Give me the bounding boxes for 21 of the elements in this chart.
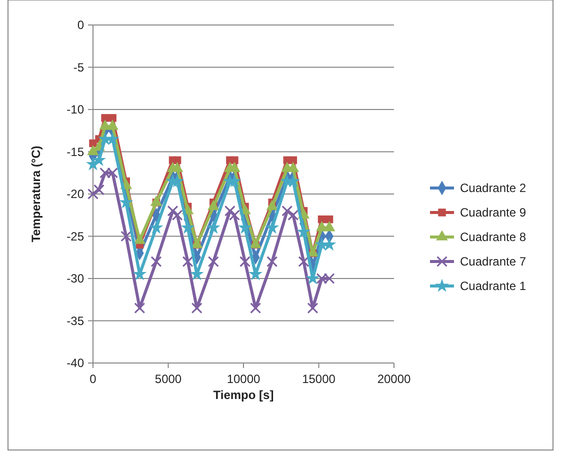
legend-label: Cuadrante 9	[460, 206, 526, 220]
y-tick-label: -40	[66, 356, 84, 370]
y-tick-label: -10	[66, 102, 84, 117]
y-tick-label: -30	[66, 272, 84, 286]
x-tick-label: 10000	[226, 372, 261, 386]
x-tick-label: 5000	[154, 372, 182, 386]
y-tick-label: -35	[66, 314, 84, 328]
legend-label: Cuadrante 7	[460, 254, 526, 269]
y-tick-label: -20	[66, 187, 84, 202]
y-axis-title: Temperatura (°C)	[29, 146, 43, 242]
y-tick-label: -5	[73, 60, 84, 74]
legend-label: Cuadrante 2	[460, 181, 526, 196]
legend-label: Cuadrante 1	[460, 279, 526, 294]
y-tick-label: -15	[66, 144, 84, 159]
x-tick-label: 15000	[302, 372, 336, 386]
y-tick-label: 0	[77, 18, 84, 32]
y-tick-label: -25	[66, 229, 84, 244]
x-tick-label: 20000	[377, 372, 412, 386]
x-tick-label: 0	[90, 372, 97, 386]
x-axis-title: Tiempo [s]	[213, 388, 274, 402]
legend-label: Cuadrante 8	[460, 230, 526, 244]
